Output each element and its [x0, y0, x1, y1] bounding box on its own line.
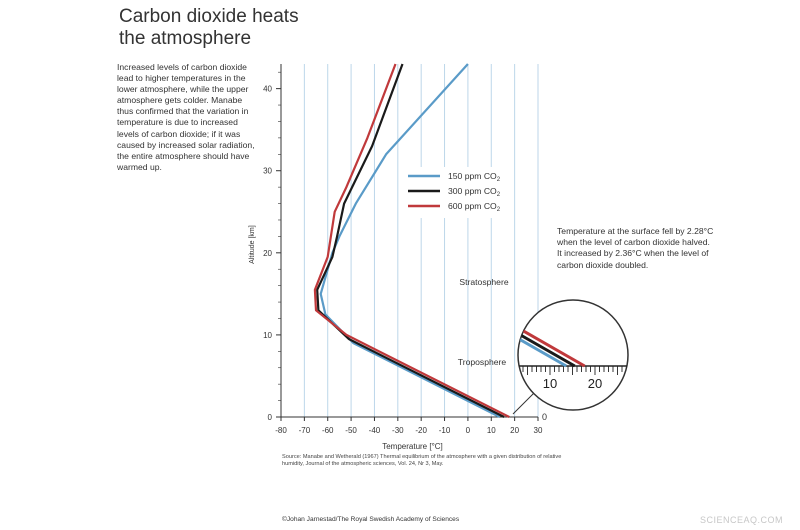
x-tick-label: 30: [534, 426, 543, 435]
inset-content: [518, 324, 628, 375]
legend-label: 300 ppm CO2: [448, 186, 501, 198]
inset-series-1: [518, 324, 576, 368]
x-tick-label: -40: [369, 426, 381, 435]
inset-series-0: [518, 324, 567, 368]
inset-circle: [517, 299, 629, 411]
x-tick-label: -60: [322, 426, 334, 435]
x-tick-label: 10: [487, 426, 496, 435]
x-axis-title: Temperature [°C]: [382, 442, 443, 451]
axes: [276, 64, 539, 421]
troposphere-label: Troposphere: [458, 357, 507, 367]
watermark: SCIENCEAQ.COM: [700, 515, 784, 525]
series-lines: [313, 63, 510, 418]
inset-tick-label: 10: [543, 376, 557, 391]
legend: 150 ppm CO2 300 ppm CO2 600 ppm CO2: [402, 167, 510, 218]
gridlines: [303, 64, 539, 417]
y-axis-title: Altitude [km]: [249, 225, 256, 264]
x-tick-label: -20: [415, 426, 427, 435]
zoom-inset: 10 20 0: [512, 299, 629, 422]
inset-series-2: [518, 324, 586, 368]
inset-tick-label: 20: [588, 376, 602, 391]
y-tick-label: 30: [263, 167, 272, 176]
chart-title: Carbon dioxide heats the atmosphere: [119, 6, 299, 50]
series-line-2: [313, 63, 510, 418]
x-tick-label: 20: [510, 426, 519, 435]
surface-temperature-annotation: Temperature at the surface fell by 2.28°…: [557, 226, 714, 270]
image-credit: ©Johan Jarnestad/The Royal Swedish Acade…: [282, 516, 460, 523]
x-tick-label: -50: [345, 426, 357, 435]
x-tick-label: -30: [392, 426, 404, 435]
legend-label: 150 ppm CO2: [448, 171, 501, 183]
x-tick-label: 0: [466, 426, 471, 435]
x-tick-label: -80: [275, 426, 287, 435]
inset-zero-label: 0: [542, 412, 547, 422]
y-tick-label: 0: [268, 413, 273, 422]
y-tick-label: 10: [263, 331, 272, 340]
inset-pointer: [512, 392, 535, 415]
y-tick-label: 40: [263, 85, 272, 94]
source-citation: Source: Manabe and Wetherald (1967) Ther…: [282, 454, 562, 468]
x-tick-label: -70: [299, 426, 311, 435]
axis-labels: -80 -70 -60 -50 -40 -30 -20 -10 0 10 20 30 0 10 20 30 40…: [249, 85, 543, 451]
stratosphere-label: Stratosphere: [459, 277, 508, 287]
x-tick-label: -10: [439, 426, 451, 435]
legend-label: 600 ppm CO2: [448, 201, 501, 213]
chart-description: Increased levels of carbon dioxide lead …: [117, 62, 255, 172]
title-line-1: Carbon dioxide heats: [119, 6, 299, 27]
y-tick-label: 20: [263, 249, 272, 258]
title-line-2: the atmosphere: [119, 28, 252, 49]
